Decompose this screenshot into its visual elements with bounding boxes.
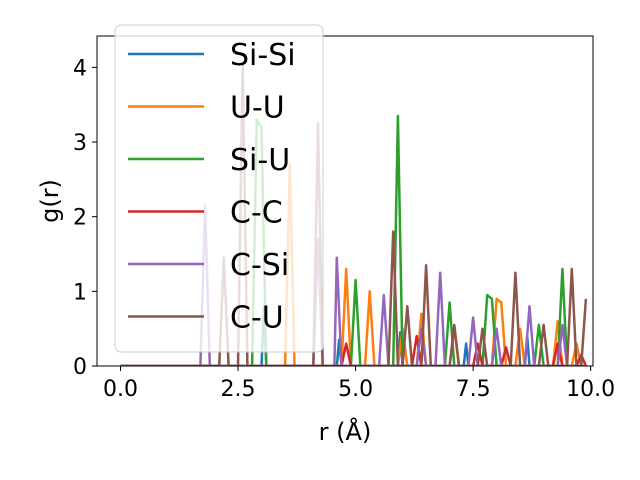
- legend-label-si-u: Si-U: [230, 143, 290, 178]
- x-axis: 0.0 2.5 5.0 7.5 10.0: [103, 366, 615, 402]
- y-tick-label: 4: [73, 56, 87, 81]
- series-line-u-u: [120, 163, 586, 366]
- y-tick-label: 3: [73, 131, 87, 156]
- x-tick-label: 10.0: [566, 377, 615, 402]
- y-tick-label: 2: [73, 206, 87, 231]
- y-axis-label: g(r): [36, 179, 64, 223]
- legend-label-si-si: Si-Si: [230, 38, 296, 73]
- legend-label-c-si: C-Si: [230, 248, 289, 283]
- legend-box: [114, 24, 324, 353]
- y-tick-label: 1: [73, 280, 87, 305]
- x-tick-label: 7.5: [456, 377, 491, 402]
- x-axis-label: r (Å): [319, 417, 372, 446]
- x-tick-label: 0.0: [103, 377, 138, 402]
- x-tick-label: 2.5: [221, 377, 256, 402]
- y-axis: 0 1 2 3 4: [73, 56, 97, 380]
- legend-label-u-u: U-U: [230, 91, 285, 126]
- legend-label-c-c: C-C: [230, 196, 283, 231]
- legend: Si-Si U-U Si-U C-C C-Si C-U: [114, 24, 324, 353]
- series-line-si-u: [120, 114, 586, 366]
- legend-label-c-u: C-U: [230, 301, 284, 336]
- x-tick-label: 5.0: [338, 377, 373, 402]
- plot-frame: [96, 35, 594, 367]
- y-tick-label: 0: [73, 355, 87, 380]
